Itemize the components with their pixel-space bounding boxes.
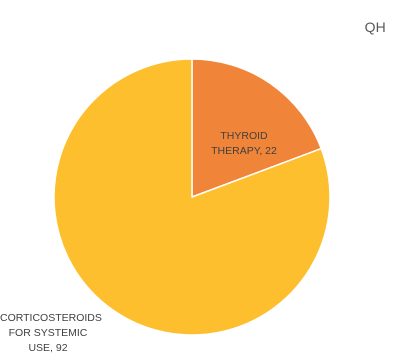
slice-label-line: CORTICOSTEROIDS [0, 312, 102, 324]
chart-title: QH [364, 19, 386, 35]
slice-label-line: FOR SYSTEMIC [8, 327, 88, 339]
slice-label-corticosteroids: CORTICOSTEROIDS FOR SYSTEMIC USE, 92 [0, 311, 102, 356]
slice-label-line: THERAPY, 22 [211, 145, 277, 157]
slice-label-thyroid-therapy: THYROID THERAPY, 22 [196, 129, 292, 159]
slice-label-line: THYROID [220, 130, 268, 142]
slice-label-line: USE, 92 [28, 342, 68, 354]
pie-slice-0 [191, 58, 322, 198]
pie-slice-1 [53, 58, 331, 336]
